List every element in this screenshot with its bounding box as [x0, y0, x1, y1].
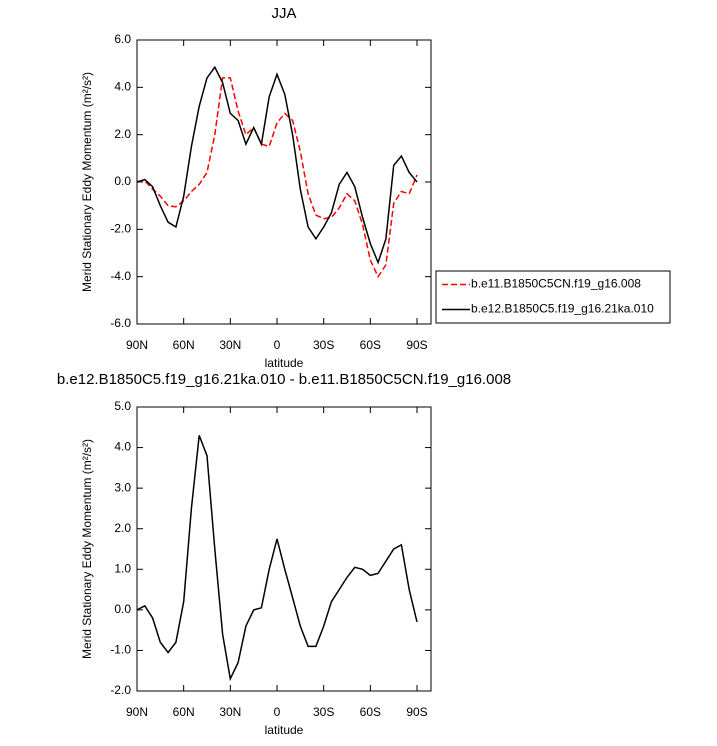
- y-tick-label: -6.0: [110, 316, 131, 330]
- y-tick-label: 0.0: [114, 174, 131, 188]
- y-tick-label: -1.0: [110, 643, 131, 657]
- y-tick-label: 1.0: [114, 561, 131, 575]
- x-tick-label: 90N: [126, 338, 148, 352]
- x-tick-label: 30N: [219, 705, 241, 719]
- y-tick-label: 5.0: [114, 399, 131, 413]
- y-tick-label: -2.0: [110, 222, 131, 236]
- x-axis-label: latitude: [265, 356, 304, 370]
- y-tick-label: 3.0: [114, 480, 131, 494]
- plot-frame: [136, 406, 432, 692]
- x-tick-label: 30S: [313, 705, 334, 719]
- y-tick-label: 2.0: [114, 127, 131, 141]
- y-tick-label: 6.0: [114, 32, 131, 46]
- chart-title: JJA: [271, 5, 296, 22]
- y-tick-label: 4.0: [114, 80, 131, 94]
- series-line: [136, 65, 418, 265]
- x-tick-label: 90S: [406, 338, 427, 352]
- x-tick-label: 90S: [406, 705, 427, 719]
- x-tick-label: 30S: [313, 338, 334, 352]
- x-tick-label: 60S: [360, 705, 381, 719]
- x-tick-label: 60N: [173, 338, 195, 352]
- y-axis-label: Merid Stationary Eddy Momentum (m²/s²): [80, 439, 94, 659]
- y-axis-label: Merid Stationary Eddy Momentum (m²/s²): [80, 72, 94, 292]
- x-axis-label: latitude: [265, 723, 304, 737]
- series-line: [136, 77, 418, 279]
- legend-label: b.e11.B1850C5CN.f19_g16.008: [471, 277, 641, 291]
- legend-label: b.e12.B1850C5.f19_g16.21ka.010: [471, 302, 654, 316]
- x-tick-label: 0: [274, 338, 281, 352]
- x-tick-label: 90N: [126, 705, 148, 719]
- x-tick-label: 0: [274, 705, 281, 719]
- y-tick-label: -2.0: [110, 683, 131, 697]
- x-tick-label: 60S: [360, 338, 381, 352]
- y-tick-label: 2.0: [114, 521, 131, 535]
- x-tick-label: 60N: [173, 705, 195, 719]
- y-tick-label: 4.0: [114, 440, 131, 454]
- series-line: [136, 435, 418, 682]
- y-tick-label: 0.0: [114, 602, 131, 616]
- chart-title: b.e12.B1850C5.f19_g16.21ka.010 - b.e11.B…: [57, 371, 511, 388]
- y-tick-label: -4.0: [110, 269, 131, 283]
- plot-frame: [136, 39, 432, 325]
- legend-box: [435, 270, 671, 324]
- x-tick-label: 30N: [219, 338, 241, 352]
